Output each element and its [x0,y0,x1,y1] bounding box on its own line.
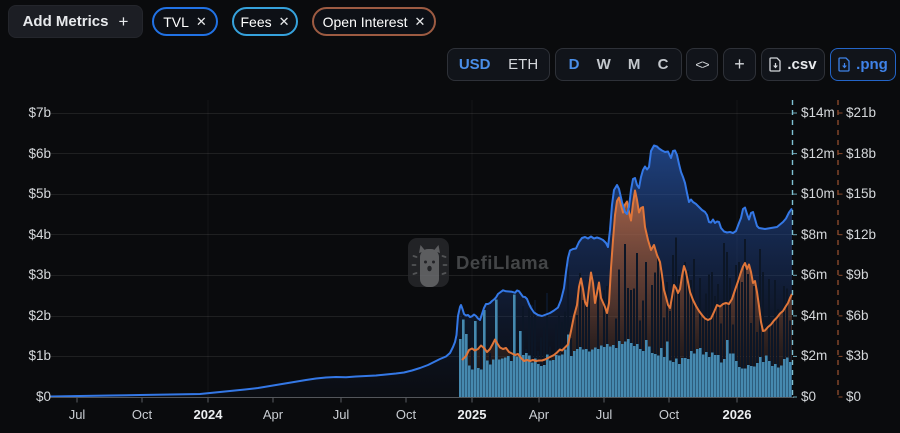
svg-text:DefiLlama: DefiLlama [456,252,549,273]
